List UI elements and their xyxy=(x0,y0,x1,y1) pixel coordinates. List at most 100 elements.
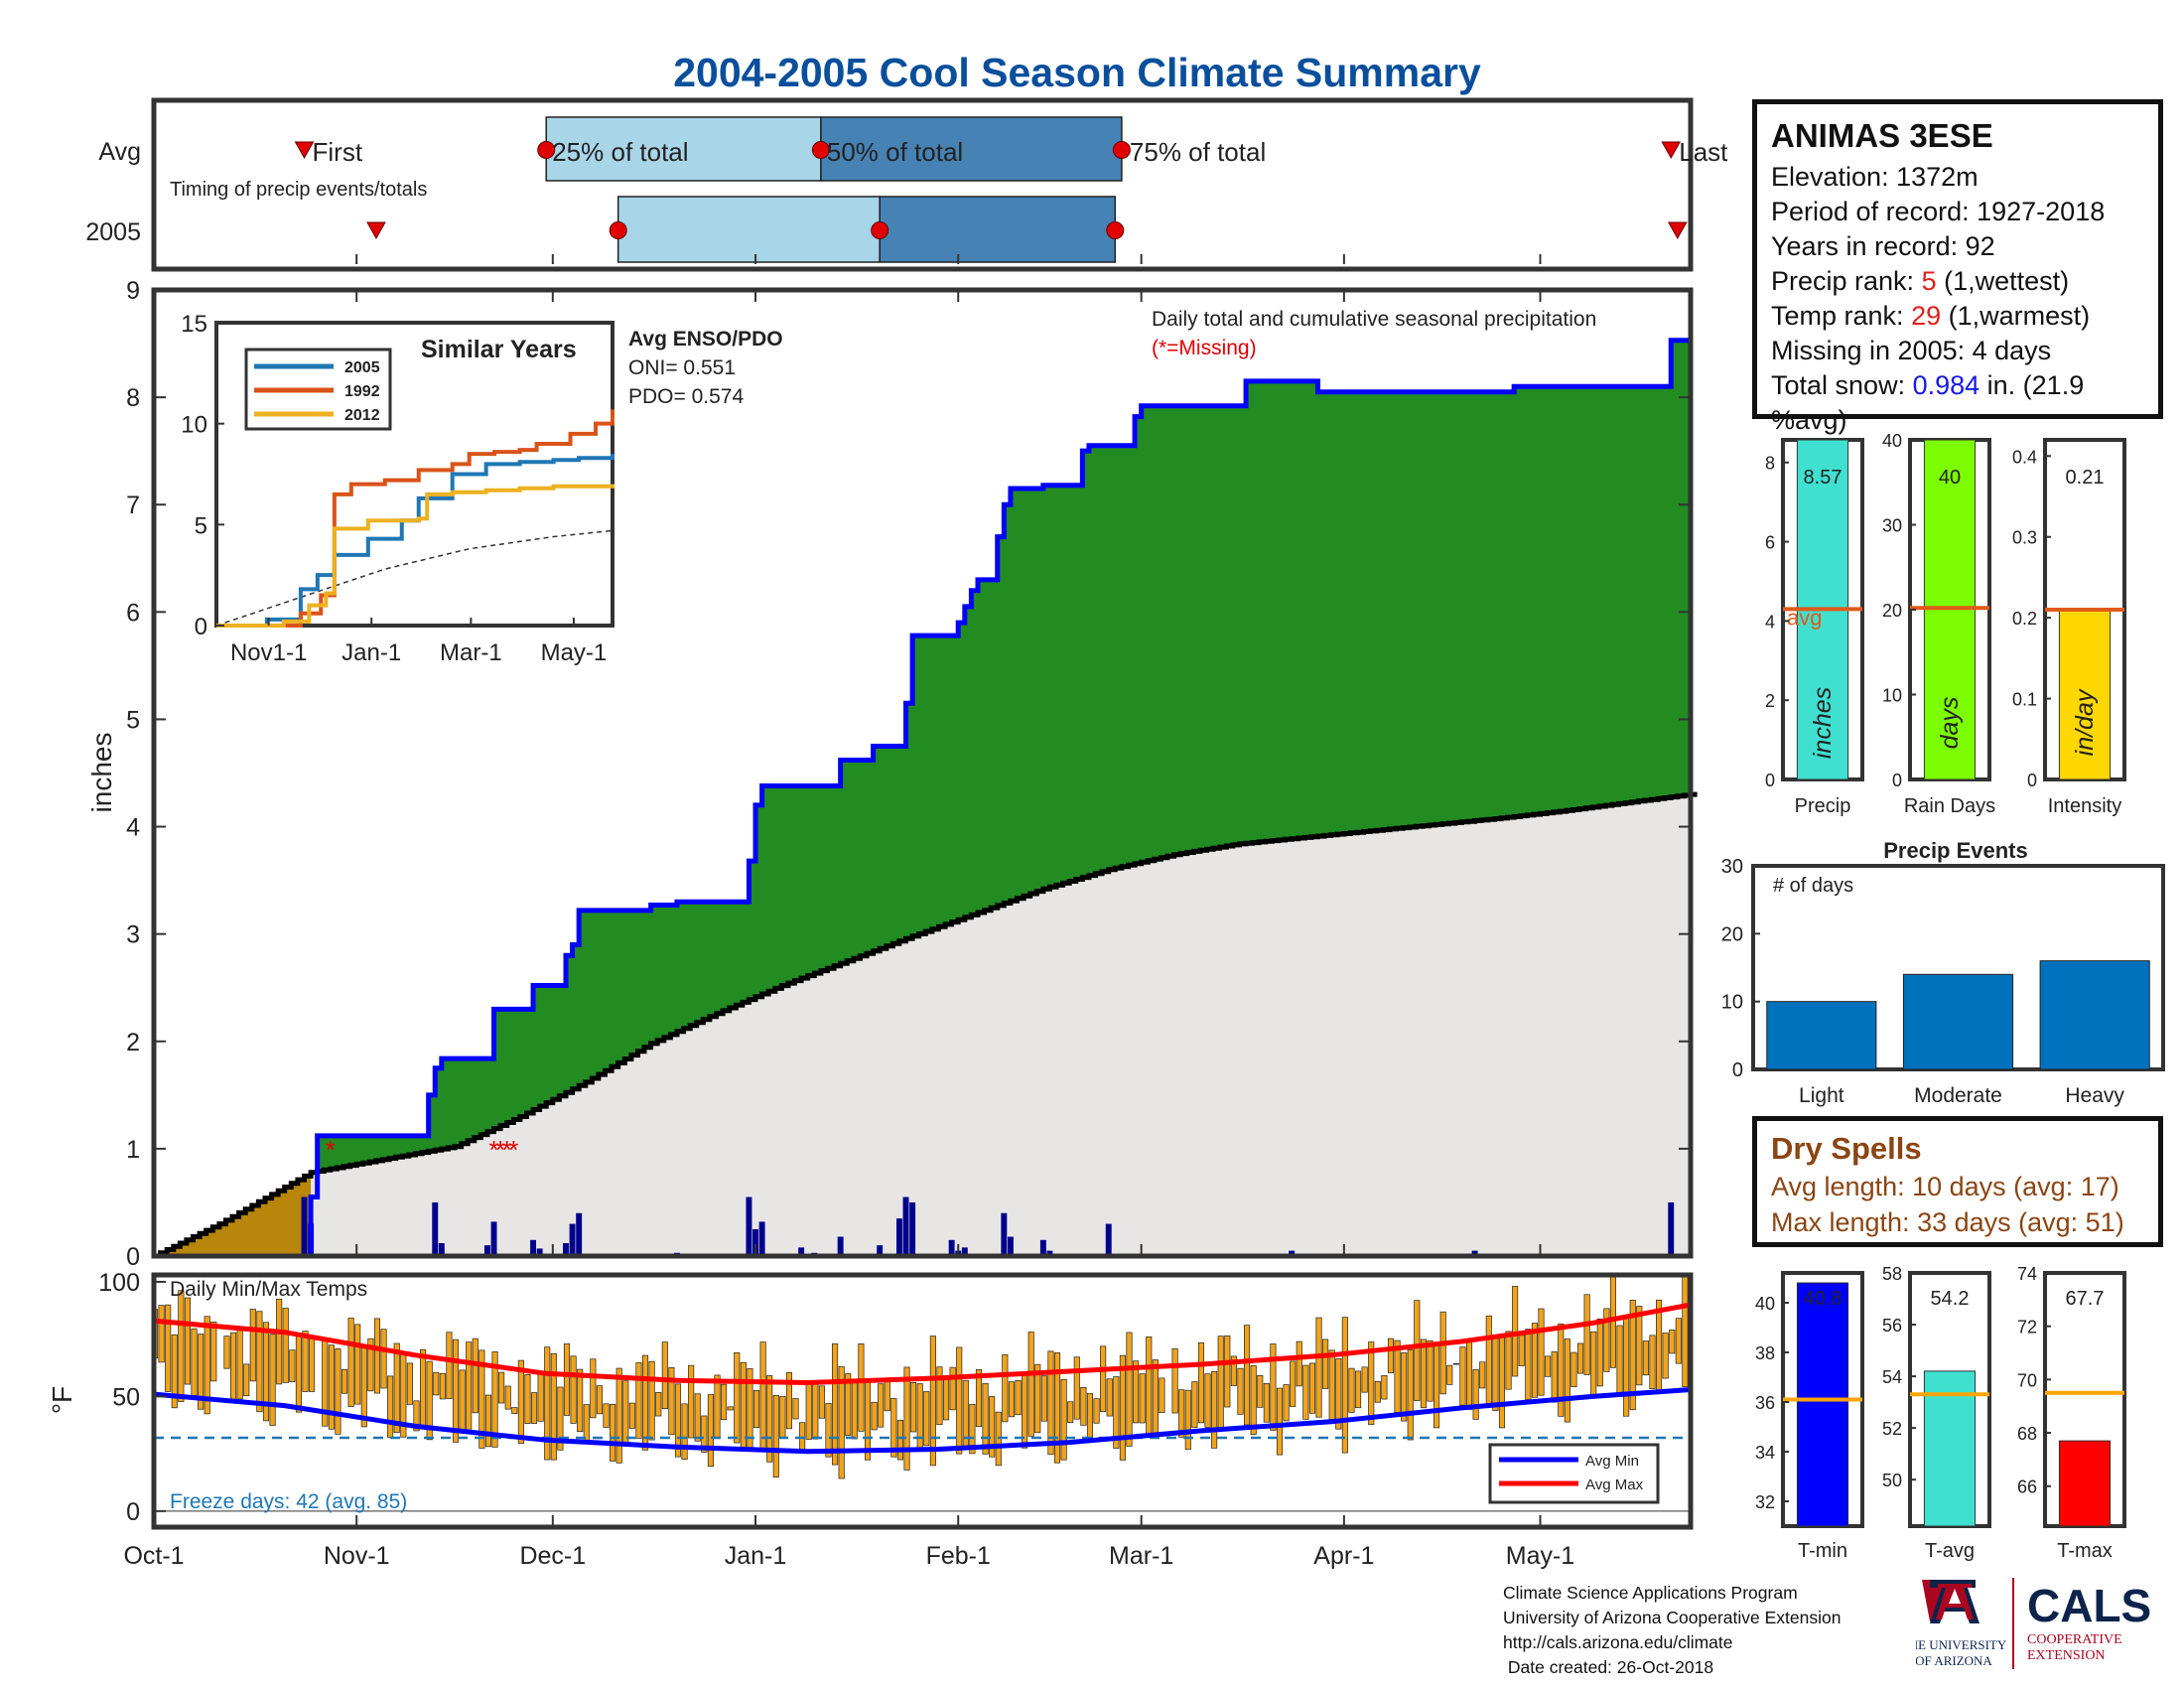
daily-temp-bar xyxy=(387,1376,392,1438)
legend-avg-min-label: Avg Min xyxy=(1585,1453,1639,1470)
daily-temp-bar xyxy=(1670,1330,1675,1353)
temp-bar-x-label: T-avg xyxy=(1925,1540,1975,1562)
precip-bar-value-label: 0.21 xyxy=(2066,467,2105,489)
daily-temp-bar xyxy=(1120,1355,1125,1460)
y-tick-label: 3 xyxy=(126,921,140,949)
daily-temp-bar xyxy=(348,1318,353,1406)
temp-bar-tick-label: 32 xyxy=(1755,1492,1775,1512)
daily-temp-bar xyxy=(1428,1340,1433,1401)
inset-y-tick-label: 10 xyxy=(181,412,207,439)
precip-bar-x-label: Intensity xyxy=(2048,795,2121,817)
timing-label-75: 75% of total xyxy=(1130,137,1266,167)
daily-temp-bar xyxy=(1153,1359,1158,1434)
daily-temp-bar xyxy=(1362,1367,1367,1392)
daily-temp-bar xyxy=(1251,1365,1256,1434)
daily-temp-bar xyxy=(629,1403,634,1428)
daily-temp-bar xyxy=(257,1312,262,1412)
daily-temp-bar xyxy=(859,1343,864,1431)
daily-temp-bar xyxy=(374,1319,379,1393)
daily-temp-bar xyxy=(1198,1342,1203,1423)
temp-bar-value-label: 40.8 xyxy=(1804,1288,1843,1310)
legend-label-1992: 1992 xyxy=(344,383,380,400)
climate-summary-page: 2004-2005 Cool Season Climate Summary Av… xyxy=(0,0,2184,1688)
season-label: Daily total and cumulative seasonal prec… xyxy=(1152,308,1596,331)
y-tick-label: 5 xyxy=(126,706,140,734)
daily-temp-bar xyxy=(597,1386,602,1414)
daily-temp-bar xyxy=(1329,1350,1334,1420)
daily-temp-bar xyxy=(224,1336,229,1369)
ua-name-2: OF ARIZONA xyxy=(1916,1653,1992,1668)
daily-temp-bar xyxy=(688,1365,693,1438)
event-bar-moderate xyxy=(1903,974,2012,1069)
inset-x-tick-label: May-1 xyxy=(541,639,608,666)
daily-temp-bar xyxy=(715,1375,720,1439)
precip-bar-unit: inches xyxy=(1809,687,1837,759)
daily-temp-bar xyxy=(943,1376,948,1420)
daily-temp-bar xyxy=(1087,1393,1092,1441)
daily-temp-bar xyxy=(584,1405,589,1443)
precip-bar-avg-label: avg xyxy=(1787,605,1822,630)
station-elevation: Elevation: 1372m xyxy=(1771,160,2144,195)
temp-title: Daily Min/Max Temps xyxy=(170,1278,367,1301)
daily-precip-bar xyxy=(1106,1224,1112,1256)
daily-temp-bar xyxy=(963,1380,968,1449)
daily-temp-bar xyxy=(983,1383,988,1454)
temp-bar-value-label: 67.7 xyxy=(2066,1288,2105,1310)
daily-temp-bar xyxy=(1447,1365,1452,1384)
daily-temp-bar xyxy=(290,1350,295,1382)
daily-temp-bar xyxy=(1205,1374,1210,1428)
event-y-tick-label: 30 xyxy=(1721,856,1743,878)
daily-temp-bar xyxy=(211,1322,216,1381)
x-tick-label: Mar-1 xyxy=(1109,1542,1173,1570)
daily-temp-bar xyxy=(394,1343,399,1433)
daily-temp-bar xyxy=(649,1361,654,1440)
y-axis-label: inches xyxy=(86,733,117,813)
temp-bar-tick-label: 36 xyxy=(1755,1393,1775,1413)
daily-temp-bar xyxy=(1258,1375,1263,1407)
daily-temp-bar xyxy=(1303,1365,1308,1419)
daily-temp-bar xyxy=(1526,1330,1531,1400)
y-tick-label: 0 xyxy=(126,1243,140,1271)
temp-bar-t-max xyxy=(2059,1441,2110,1526)
daily-temp-bar xyxy=(806,1382,811,1439)
legend-label-2005: 2005 xyxy=(344,359,380,376)
daily-temp-bar xyxy=(885,1378,889,1411)
daily-temp-bar xyxy=(1663,1334,1668,1379)
daily-precip-bar xyxy=(1001,1213,1007,1256)
daily-temp-bar xyxy=(159,1306,164,1362)
daily-temp-bar xyxy=(571,1356,576,1424)
precip-bar-tick-label: 0 xyxy=(2027,771,2037,790)
logos: THE UNIVERSITY OF ARIZONA CALS COOPERATI… xyxy=(1916,1574,2164,1673)
daily-temp-bar xyxy=(656,1392,661,1416)
timing-row-label: 2005 xyxy=(85,218,141,246)
daily-temp-bar xyxy=(525,1374,530,1423)
daily-temp-bar xyxy=(309,1338,314,1392)
timing-label-50: 50% of total xyxy=(827,137,963,167)
precip-rank-value: 5 xyxy=(1922,266,1937,296)
event-bar-light xyxy=(1767,1002,1876,1069)
daily-temp-bar xyxy=(616,1368,621,1463)
temp-bar-tick-label: 72 xyxy=(2017,1318,2037,1337)
daily-temp-bar xyxy=(1388,1338,1393,1372)
daily-temp-bar xyxy=(623,1381,628,1446)
daily-temp-bar xyxy=(303,1332,308,1392)
footer-url[interactable]: http://cals.arizona.edu/climate xyxy=(1503,1630,1841,1655)
daily-temp-bar xyxy=(1539,1309,1544,1395)
event-x-label: Heavy xyxy=(2065,1084,2124,1107)
temp-y-tick-label: 100 xyxy=(98,1269,140,1297)
daily-temp-bar xyxy=(930,1336,935,1466)
daily-temp-bar xyxy=(1421,1339,1426,1408)
daily-temp-bar xyxy=(1107,1379,1112,1416)
daily-precip-bar xyxy=(302,1197,308,1256)
daily-precip-bar xyxy=(909,1202,915,1256)
daily-temp-bar xyxy=(1147,1336,1152,1437)
daily-temp-bar xyxy=(1440,1312,1445,1394)
total-snow: Total snow: 0.984 in. (21.9 %avg) xyxy=(1771,368,2144,438)
daily-temp-bar xyxy=(434,1372,439,1395)
precip-rank-note: (1,wettest) xyxy=(1937,266,2070,296)
daily-temp-bar xyxy=(636,1362,641,1438)
daily-temp-bar xyxy=(1068,1402,1073,1423)
daily-temp-bar xyxy=(1074,1357,1079,1419)
daily-temp-bar xyxy=(1244,1326,1249,1425)
daily-temp-bar xyxy=(1081,1387,1086,1425)
